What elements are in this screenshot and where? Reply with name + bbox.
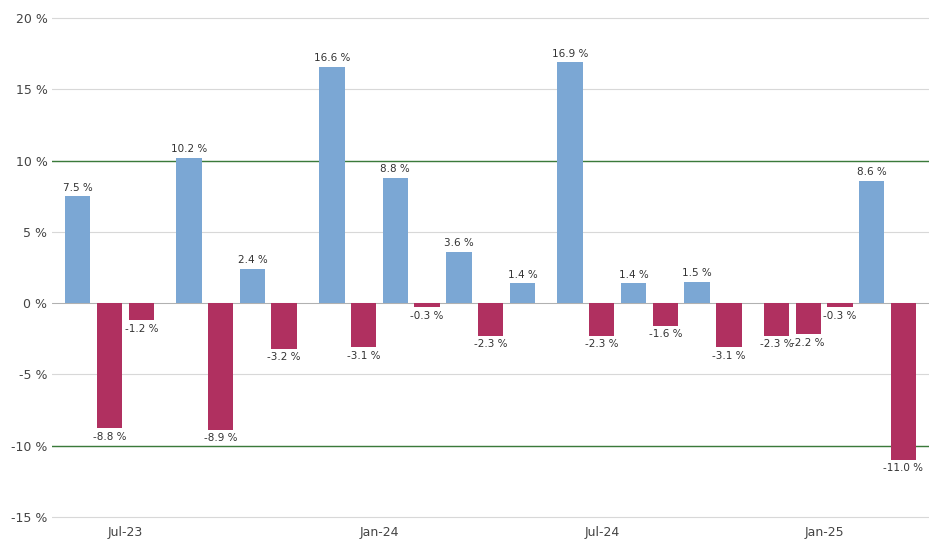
Bar bbox=[208, 303, 233, 430]
Bar bbox=[557, 62, 583, 303]
Bar bbox=[859, 180, 885, 303]
Bar bbox=[351, 303, 376, 347]
Text: 1.5 %: 1.5 % bbox=[682, 268, 712, 278]
Text: -3.2 %: -3.2 % bbox=[268, 352, 301, 362]
Text: -8.8 %: -8.8 % bbox=[93, 432, 126, 442]
Text: -1.2 %: -1.2 % bbox=[124, 324, 158, 334]
Bar bbox=[795, 303, 821, 334]
Text: -0.3 %: -0.3 % bbox=[823, 311, 856, 321]
Text: 16.6 %: 16.6 % bbox=[314, 53, 350, 63]
Bar bbox=[827, 303, 853, 307]
Bar bbox=[478, 303, 503, 336]
Text: 10.2 %: 10.2 % bbox=[171, 144, 207, 154]
Text: 1.4 %: 1.4 % bbox=[508, 270, 538, 279]
Bar bbox=[272, 303, 297, 349]
Bar bbox=[383, 178, 408, 303]
Bar bbox=[620, 283, 646, 303]
Bar bbox=[509, 283, 535, 303]
Text: -2.3 %: -2.3 % bbox=[474, 339, 508, 349]
Bar bbox=[684, 282, 710, 303]
Text: -11.0 %: -11.0 % bbox=[884, 463, 923, 474]
Text: -2.3 %: -2.3 % bbox=[760, 339, 793, 349]
Text: -1.6 %: -1.6 % bbox=[649, 329, 682, 339]
Bar bbox=[763, 303, 790, 336]
Text: 8.8 %: 8.8 % bbox=[381, 164, 410, 174]
Bar bbox=[240, 269, 265, 303]
Bar bbox=[446, 252, 472, 303]
Bar bbox=[652, 303, 678, 326]
Text: 2.4 %: 2.4 % bbox=[238, 255, 267, 265]
Bar bbox=[716, 303, 742, 347]
Bar bbox=[97, 303, 122, 428]
Text: -0.3 %: -0.3 % bbox=[411, 311, 444, 321]
Bar bbox=[129, 303, 154, 320]
Bar bbox=[891, 303, 916, 460]
Text: 7.5 %: 7.5 % bbox=[63, 183, 93, 192]
Bar bbox=[415, 303, 440, 307]
Text: 1.4 %: 1.4 % bbox=[619, 270, 649, 279]
Bar bbox=[589, 303, 615, 336]
Bar bbox=[319, 67, 345, 303]
Text: -8.9 %: -8.9 % bbox=[204, 433, 238, 443]
Text: -3.1 %: -3.1 % bbox=[713, 351, 745, 361]
Text: -2.2 %: -2.2 % bbox=[791, 338, 825, 348]
Bar bbox=[176, 158, 201, 303]
Text: -2.3 %: -2.3 % bbox=[585, 339, 619, 349]
Text: 16.9 %: 16.9 % bbox=[552, 49, 588, 59]
Text: -3.1 %: -3.1 % bbox=[347, 351, 381, 361]
Text: 8.6 %: 8.6 % bbox=[857, 167, 886, 177]
Text: 3.6 %: 3.6 % bbox=[444, 238, 474, 248]
Bar bbox=[65, 196, 90, 303]
